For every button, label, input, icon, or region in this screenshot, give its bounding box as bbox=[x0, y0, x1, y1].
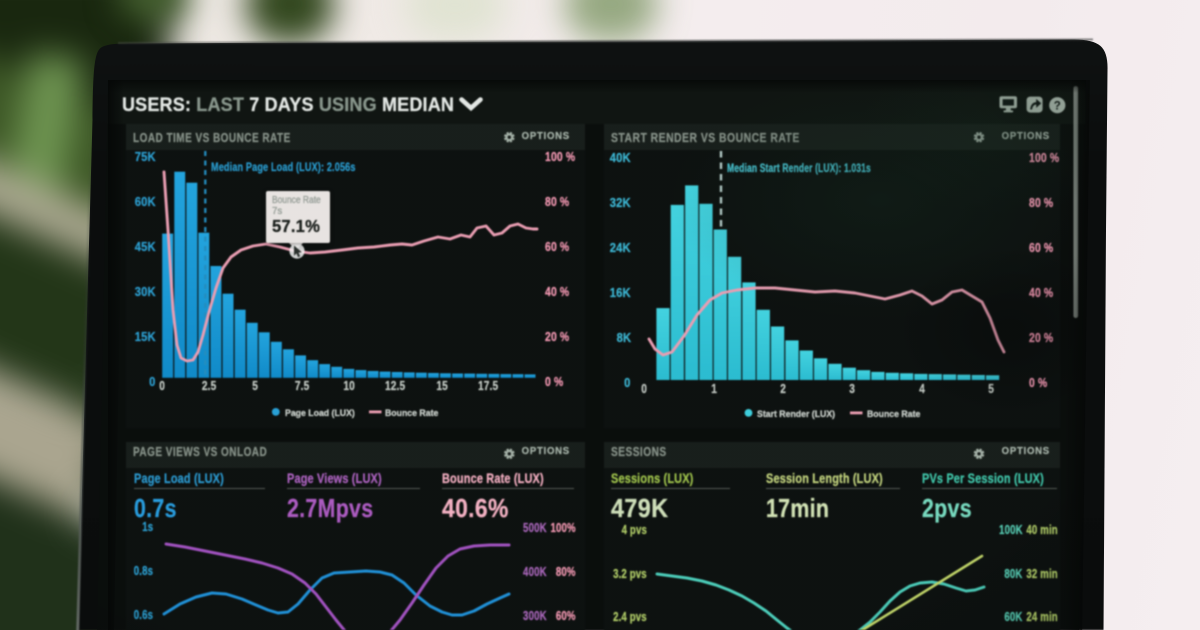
svg-text:?: ? bbox=[1054, 100, 1061, 112]
